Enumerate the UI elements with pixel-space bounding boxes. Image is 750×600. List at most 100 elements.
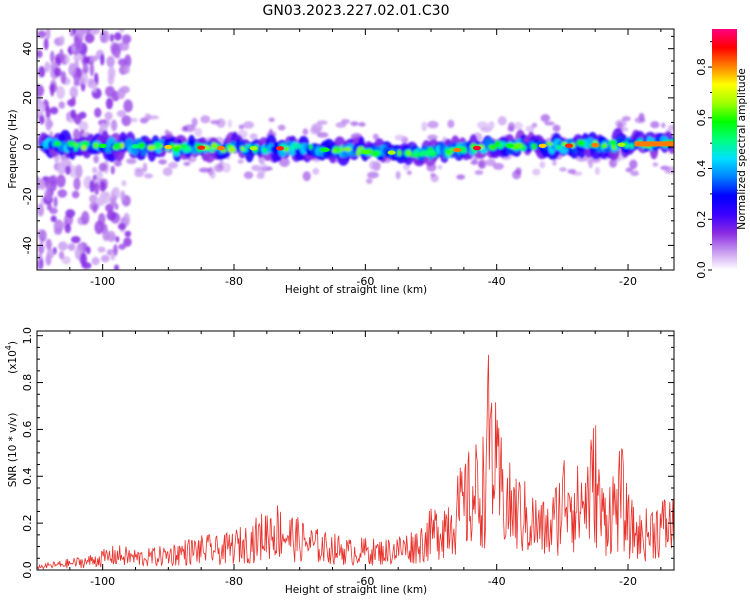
noise-speckle [249, 133, 258, 140]
noise-speckle [122, 35, 131, 45]
noise-speckle [73, 54, 84, 61]
band-hotspot [453, 147, 462, 153]
noise-speckle [117, 87, 126, 100]
band-spot [460, 146, 467, 152]
noise-speckle [162, 167, 173, 176]
svg-text:(x104): (x104) [4, 341, 19, 374]
noise-speckle [102, 191, 111, 204]
band-spot [172, 146, 181, 153]
snr-plot-area [37, 331, 674, 570]
noise-speckle [88, 78, 94, 85]
noise-speckle [81, 262, 92, 270]
noise-speckle [147, 115, 160, 120]
noise-speckle [222, 162, 231, 173]
band-hotspot [197, 145, 206, 150]
band-spot [92, 141, 99, 149]
spectrogram-frame [36, 28, 675, 271]
noise-speckle [666, 166, 674, 175]
snr-y-tick-label: 0.4 [21, 468, 34, 486]
noise-speckle [621, 115, 631, 122]
colorbar-tick-label: 0.0 [695, 261, 708, 279]
colorbar-tick-label: 0.6 [695, 109, 708, 127]
noise-speckle [92, 204, 98, 214]
noise-speckle [216, 118, 226, 128]
noise-speckle [116, 110, 126, 118]
noise-speckle [200, 115, 211, 124]
noise-speckle [69, 86, 79, 99]
noise-speckle [71, 190, 80, 199]
snr-multiplier-exponent: 4 [4, 345, 13, 350]
noise-speckle [76, 243, 84, 251]
band-spot [444, 148, 450, 154]
snr-y-multiplier: (x104) [4, 341, 19, 374]
noise-speckle [67, 243, 76, 251]
noise-speckle [75, 42, 82, 51]
noise-speckle [625, 167, 633, 173]
noise-speckle [209, 170, 216, 179]
noise-speckle [251, 164, 261, 171]
noise-speckle [66, 99, 76, 107]
noise-speckle [99, 181, 107, 192]
spectrogram-x-tick-labels: -100 -80 -60 -40 -20 [90, 275, 637, 288]
band-spot [210, 142, 218, 150]
band-hotspot [164, 144, 173, 150]
noise-speckle [97, 246, 106, 253]
band-spot [245, 143, 253, 148]
noise-speckle [44, 61, 51, 73]
snr-x-tick-label: -100 [90, 575, 115, 588]
noise-speckle [242, 121, 255, 129]
noise-speckle [65, 55, 70, 64]
noise-speckle [92, 82, 97, 93]
noise-speckle [114, 32, 122, 41]
noise-speckle [652, 162, 659, 167]
noise-speckle [488, 121, 495, 130]
band-hotspot [617, 142, 626, 147]
noise-speckle [100, 53, 105, 66]
spectrogram-y-tick-label: 20 [21, 91, 34, 105]
noise-speckle [277, 124, 286, 131]
noise-speckle [312, 167, 320, 175]
noise-speckle [427, 134, 438, 141]
noise-speckle [316, 131, 329, 138]
band-hotspot [427, 149, 436, 155]
colorbar-tick-label: 0.2 [695, 211, 708, 229]
snr-x-tick-label: -80 [225, 575, 243, 588]
band-spot [227, 146, 237, 153]
noise-speckle [310, 126, 321, 135]
snr-x-tick-labels: -100 -80 -60 -40 -20 [90, 575, 637, 588]
noise-speckle [372, 133, 379, 140]
band-spot [412, 149, 419, 155]
band-hotspot [387, 150, 396, 155]
noise-speckle [620, 127, 629, 132]
noise-speckle [93, 154, 100, 164]
noise-speckle [513, 121, 523, 130]
spectrogram-x-tick-label: -100 [90, 275, 115, 288]
snr-series-line [37, 354, 674, 570]
snr-x-axis-label: Height of straight line (km) [285, 584, 427, 596]
noise-speckle [129, 117, 138, 123]
noise-speckle [110, 251, 116, 261]
noise-speckle [134, 167, 144, 172]
noise-speckle [515, 167, 522, 175]
noise-speckle [302, 171, 311, 182]
noise-speckle [37, 104, 45, 115]
band-hotspot [98, 143, 107, 149]
snr-y-tick-label: 0.2 [21, 514, 34, 532]
spectrogram-y-tick-label: 0 [21, 144, 34, 151]
noise-speckle [105, 85, 115, 98]
noise-speckle [102, 228, 110, 242]
band-spot [180, 143, 187, 150]
noise-speckle [124, 230, 132, 238]
noise-speckle [142, 162, 148, 173]
figure-title: GN03.2023.227.02.01.C30 [263, 3, 450, 19]
snr-y-tick-labels: 0.0 0.2 0.4 0.6 0.8 1.0 [21, 327, 34, 579]
noise-speckle [75, 115, 81, 126]
noise-speckle [181, 125, 188, 132]
noise-speckle [194, 127, 203, 137]
noise-speckle [167, 161, 178, 169]
noise-speckle [369, 160, 376, 171]
band-hotspot [591, 142, 600, 148]
spectrogram-y-tick-label: 40 [21, 42, 34, 56]
snr-y-tick-label: 0.0 [21, 561, 34, 579]
noise-speckle [105, 203, 114, 213]
